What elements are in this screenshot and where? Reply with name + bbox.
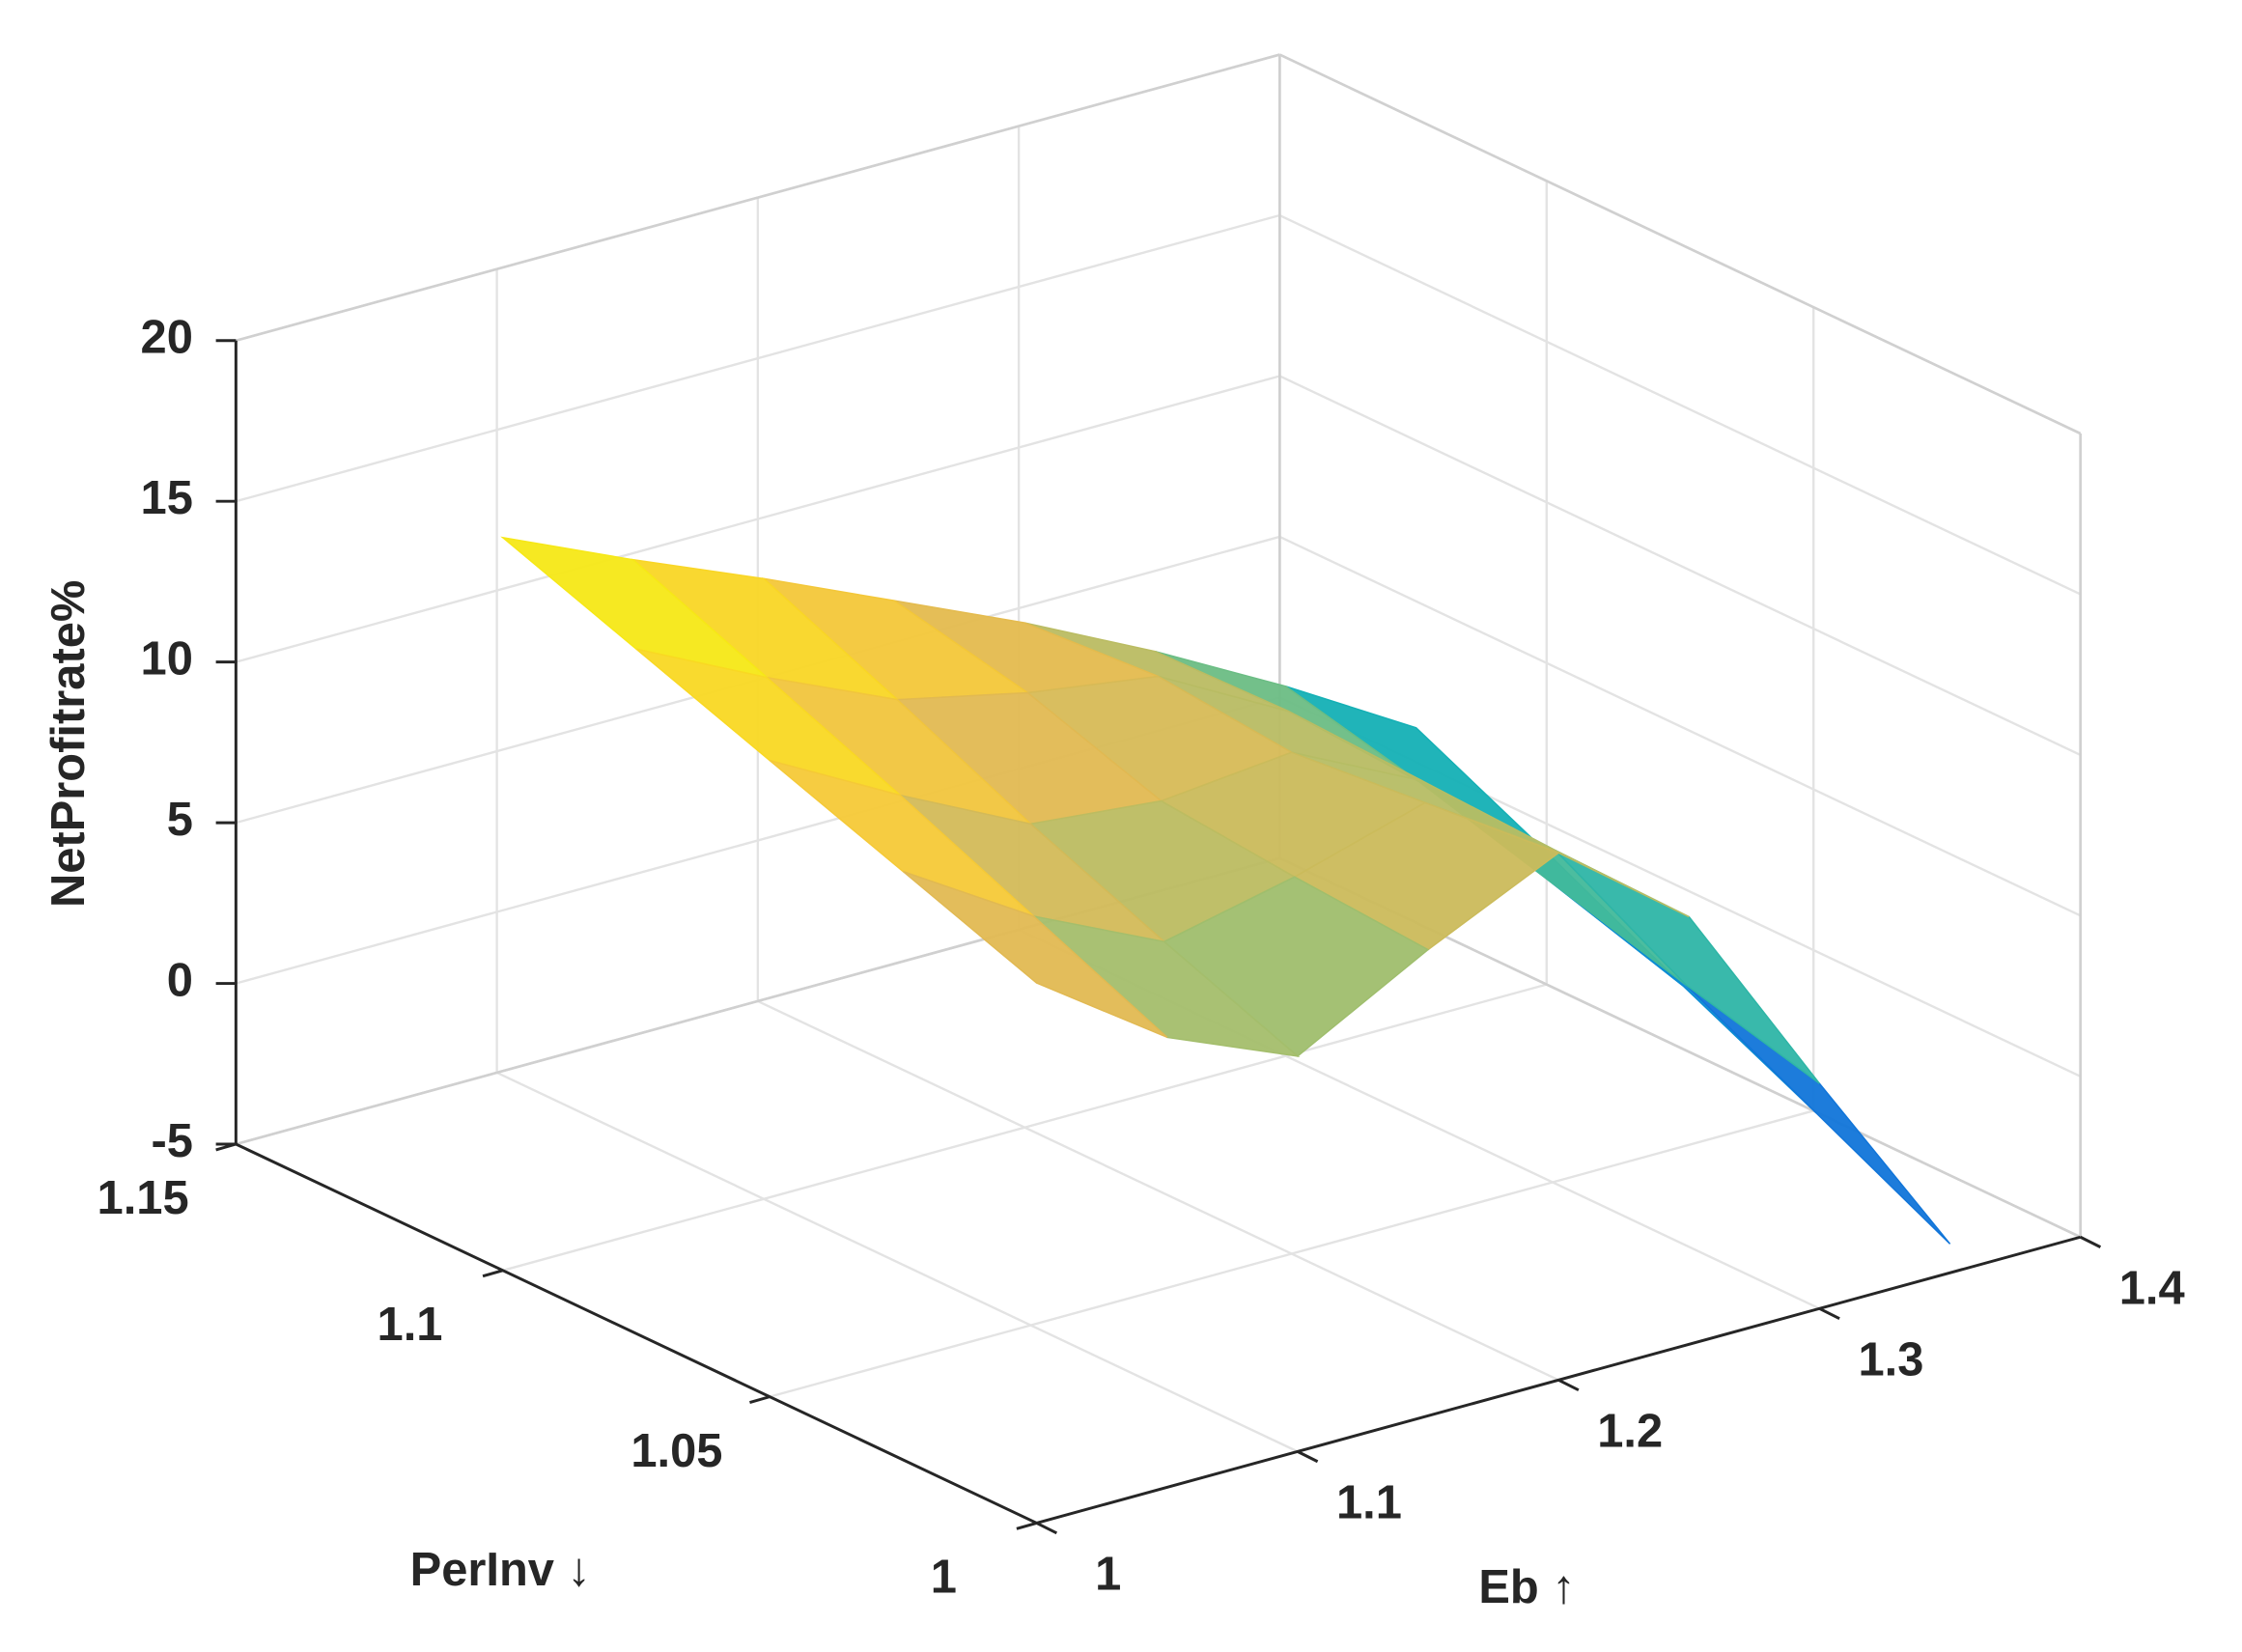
box-edge: [1278, 53, 2082, 435]
z-tick-label: -5: [151, 1115, 192, 1167]
surface-patch: [902, 871, 1168, 1039]
box-edge: [235, 53, 1280, 343]
grid-line: [496, 1071, 1299, 1453]
z-tick-label: 5: [167, 794, 193, 846]
x-tick-label: 1.2: [1597, 1406, 1663, 1458]
y-axis-line: [235, 1142, 1038, 1525]
axes-box: [235, 53, 2082, 1239]
grid-line: [1278, 535, 2082, 917]
y-axis-title: PerInv ↓: [410, 1544, 591, 1596]
y-tick-label: 1.15: [98, 1172, 189, 1224]
grid-line: [502, 983, 1548, 1272]
y-tick-label: 1.1: [378, 1299, 443, 1351]
surface-patch: [1685, 984, 1951, 1245]
x-tick-label: 1.1: [1336, 1477, 1402, 1529]
grid-line: [769, 1109, 1814, 1398]
grid-line: [236, 213, 1280, 503]
x-tick: [1557, 1379, 1580, 1392]
surface-patch: [1555, 850, 1820, 1084]
grid-line: [1278, 375, 2082, 756]
grid-line: [236, 375, 1280, 663]
x-tick-label: 1.4: [2119, 1262, 2185, 1314]
y-tick: [482, 1269, 504, 1278]
x-tick-label: 1.3: [1858, 1333, 1923, 1386]
x-tick: [1818, 1306, 1840, 1320]
x-tick: [2079, 1235, 2102, 1248]
grid-line: [757, 999, 1559, 1382]
x-axis-title: Eb ↑: [1478, 1561, 1575, 1613]
x-tick: [1297, 1450, 1319, 1464]
y-tick: [749, 1395, 771, 1404]
y-tick: [1016, 1521, 1038, 1530]
z-tick-label: 10: [141, 633, 193, 686]
x-tick: [1035, 1522, 1058, 1535]
surface: [500, 536, 1951, 1245]
y-tick-label: 1.05: [631, 1425, 722, 1477]
z-tick-label: 0: [167, 954, 193, 1006]
y-tick-label: 1: [931, 1552, 957, 1604]
x-tick-label: 1: [1095, 1549, 1121, 1601]
z-tick-label: 20: [141, 312, 193, 364]
z-tick-label: 15: [141, 472, 193, 524]
z-axis-title: NetProfitrate%: [42, 580, 95, 908]
grid-line: [1278, 213, 2082, 596]
y-tick: [215, 1142, 237, 1152]
axes: -5 0 5 10 15 20 1 1.05 1.1 1.15 1 1.1 1.2 1.3 1.4: [98, 312, 2185, 1604]
